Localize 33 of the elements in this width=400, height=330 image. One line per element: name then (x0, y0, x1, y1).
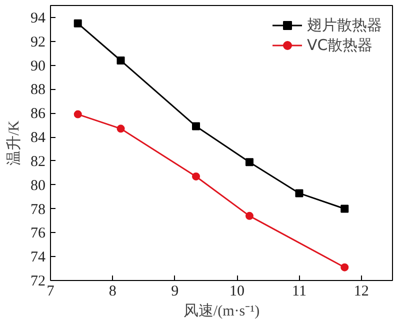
point (116, 124, 125, 133)
y-axis-title: 温升/K (6, 120, 22, 166)
x-tick-label: 9 (171, 284, 179, 300)
point (340, 204, 349, 213)
point (245, 158, 254, 166)
point (192, 122, 200, 130)
legend-label: 翅片散热器 (307, 16, 382, 34)
point (74, 110, 82, 118)
y-tick-label: 94 (30, 10, 46, 26)
x-tick-label: 7 (46, 284, 55, 300)
y-tick-label: 88 (30, 82, 46, 98)
x-axis-title: 风速/(m·s⁻¹) (183, 302, 260, 320)
point (340, 263, 349, 272)
y-tick-label: 76 (30, 226, 46, 242)
y-tick-label: 92 (30, 34, 46, 50)
point (245, 212, 254, 220)
y-tick-label: 86 (30, 106, 46, 122)
y-tick-label: 72 (30, 274, 46, 290)
point (295, 189, 304, 198)
y-tick-label: 74 (30, 250, 46, 266)
y-tick-label: 90 (30, 58, 46, 74)
y-tick-label: 84 (30, 130, 46, 146)
x-tick-label: 12 (354, 284, 369, 300)
x-tick-label: 8 (108, 284, 116, 300)
point (192, 172, 200, 180)
x-tick-label: 11 (292, 284, 306, 300)
point (74, 19, 82, 28)
y-tick-label: 82 (30, 154, 46, 170)
point (116, 56, 125, 64)
y-tick-label: 78 (30, 202, 46, 218)
y-tick-label: 80 (30, 178, 46, 194)
legend-label: VC散热器 (307, 36, 373, 54)
x-tick-label: 10 (230, 284, 245, 300)
